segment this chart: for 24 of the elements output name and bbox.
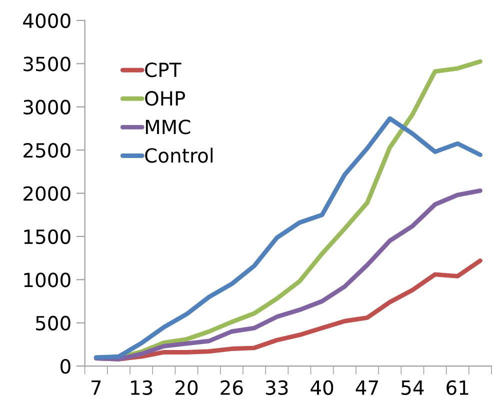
legend-label: Control	[145, 148, 213, 163]
x-tick-label: 13	[131, 380, 152, 395]
x-tick-label: 61	[446, 380, 468, 395]
y-tick-label: 500	[36, 316, 70, 331]
line-series	[94, 188, 482, 362]
y-tick-label: 1000	[24, 272, 70, 288]
legend-label: MMC	[146, 120, 190, 134]
x-tick-label: 40	[310, 380, 334, 395]
legend-label: OHP	[145, 91, 186, 106]
x-tick-label: 54	[402, 380, 424, 395]
y-tick-label: 3000	[24, 100, 70, 115]
y-tick-label: 4000	[23, 13, 70, 28]
line-series	[94, 116, 482, 360]
x-tick-label: 7	[92, 380, 101, 395]
x-tick-label: 47	[356, 380, 378, 395]
x-tick-label: 26	[220, 380, 243, 395]
x-tick-label: 20	[176, 380, 198, 395]
y-tick-label: 0	[60, 359, 70, 374]
x-tick-label: 33	[266, 380, 288, 395]
y-tick-label: 2500	[24, 143, 70, 158]
y-tick-label: 3500	[24, 56, 70, 72]
y-tick-label: 2000	[24, 186, 70, 201]
legend-label: CPT	[145, 62, 182, 78]
y-tick-label: 1500	[24, 229, 70, 244]
